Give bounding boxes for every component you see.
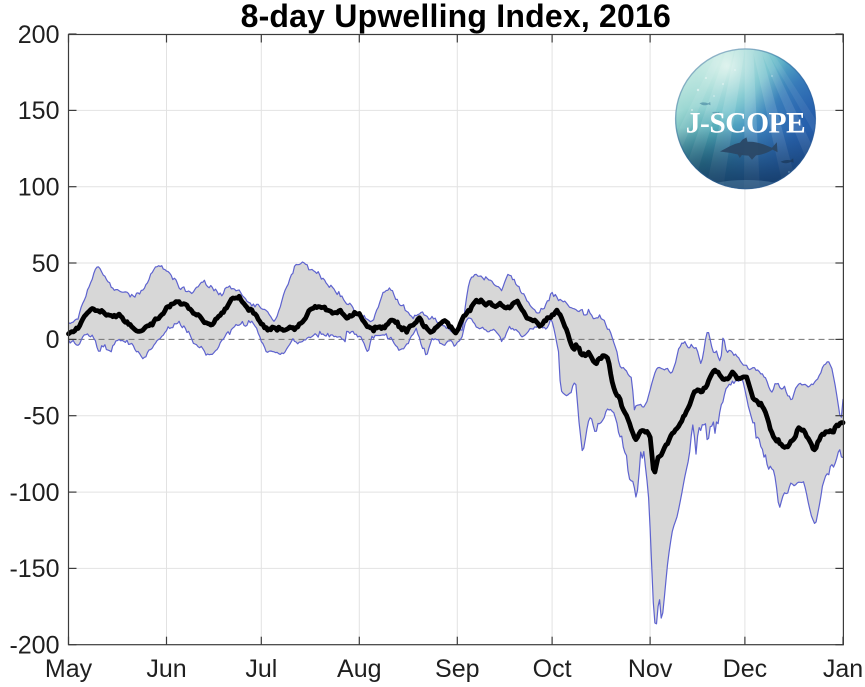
svg-text:Nov: Nov <box>628 655 673 683</box>
svg-text:Oct: Oct <box>533 655 572 683</box>
svg-text:150: 150 <box>18 97 60 125</box>
svg-text:Jul: Jul <box>245 655 277 683</box>
svg-text:Sep: Sep <box>435 655 479 683</box>
svg-text:-200: -200 <box>9 632 59 660</box>
svg-text:Dec: Dec <box>723 655 767 683</box>
svg-text:50: 50 <box>32 250 60 278</box>
svg-text:May: May <box>45 655 93 683</box>
svg-text:-150: -150 <box>9 555 59 583</box>
svg-text:8-day Upwelling Index, 2016: 8-day Upwelling Index, 2016 <box>241 0 671 34</box>
svg-text:Jun: Jun <box>146 655 186 683</box>
svg-text:-50: -50 <box>23 403 59 431</box>
svg-text:Jan: Jan <box>823 655 863 683</box>
svg-text:-100: -100 <box>9 479 59 507</box>
svg-text:0: 0 <box>46 326 60 354</box>
svg-text:J-SCOPE: J-SCOPE <box>686 107 805 139</box>
svg-text:Aug: Aug <box>337 655 381 683</box>
svg-text:100: 100 <box>18 174 60 202</box>
svg-text:200: 200 <box>18 21 60 49</box>
